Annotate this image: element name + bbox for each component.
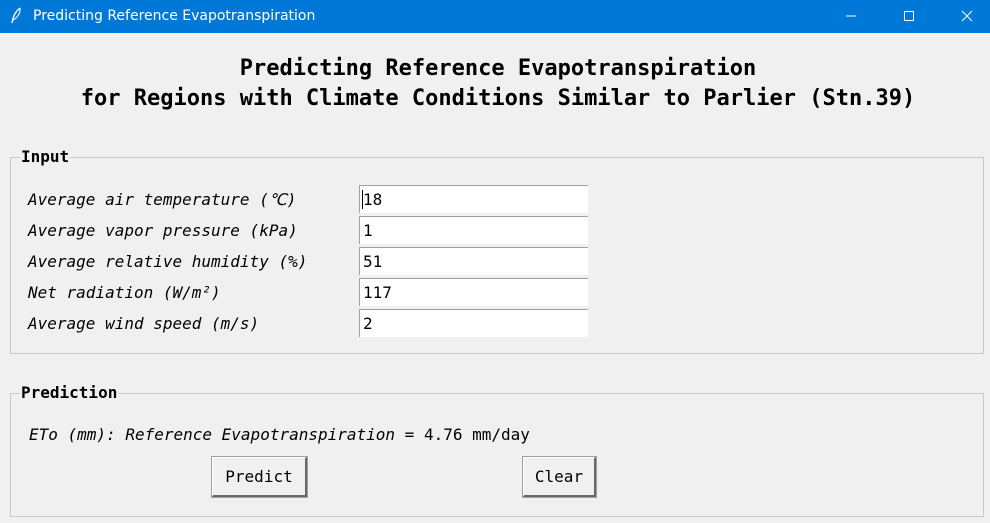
result-label: ETo (mm): Reference Evapotranspiration = <box>29 425 415 444</box>
text-cursor <box>362 190 363 209</box>
air-temperature-label: Average air temperature (℃) <box>28 190 297 209</box>
page-title-line-1: Predicting Reference Evapotranspiration <box>239 56 757 81</box>
relative-humidity-input[interactable]: 51 <box>359 247 588 275</box>
close-button[interactable] <box>944 0 990 33</box>
net-radiation-label: Net radiation (W/m²) <box>28 283 221 302</box>
feather-icon <box>10 7 24 25</box>
window-title: Predicting Reference Evapotranspiration <box>33 8 316 24</box>
net-radiation-input[interactable]: 117 <box>359 278 588 306</box>
input-group: Input <box>10 148 984 354</box>
page-title-line-2: for Regions with Climate Conditions Simi… <box>80 86 916 111</box>
maximize-button[interactable] <box>886 0 932 33</box>
title-bar: Predicting Reference Evapotranspiration <box>0 0 990 33</box>
air-temperature-input[interactable]: 18 <box>359 185 588 213</box>
clear-button[interactable]: Clear <box>522 456 597 498</box>
prediction-group-legend: Prediction <box>20 383 119 402</box>
relative-humidity-label: Average relative humidity (%) <box>28 252 308 271</box>
input-group-legend: Input <box>20 147 71 166</box>
prediction-result: ETo (mm): Reference Evapotranspiration =… <box>29 425 530 445</box>
minimize-icon <box>845 7 857 26</box>
predict-button[interactable]: Predict <box>211 456 308 498</box>
prediction-group: Prediction <box>10 384 984 517</box>
close-icon <box>961 7 973 26</box>
vapor-pressure-label: Average vapor pressure (kPa) <box>28 221 298 240</box>
vapor-pressure-input[interactable]: 1 <box>359 216 588 244</box>
wind-speed-input[interactable]: 2 <box>359 309 588 337</box>
wind-speed-label: Average wind speed (m/s) <box>28 314 260 333</box>
maximize-icon <box>903 7 915 26</box>
minimize-button[interactable] <box>828 0 874 33</box>
result-value: 4.76 mm/day <box>423 425 530 444</box>
